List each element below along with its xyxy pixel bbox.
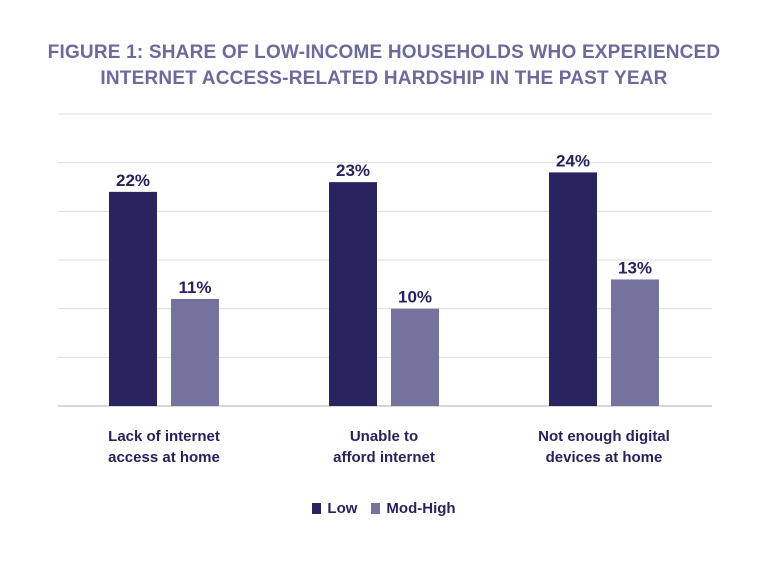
legend-label-low: Low bbox=[327, 500, 358, 517]
legend-item-low: Low bbox=[312, 500, 357, 517]
grid-lines bbox=[58, 113, 712, 407]
value-labels: 22% 11% 23% 10% 24% 13% bbox=[116, 151, 652, 306]
bar-not-enough-devices-mod-high bbox=[611, 279, 659, 406]
legend-swatch-mod-high bbox=[371, 503, 381, 514]
legend-swatch-low bbox=[312, 503, 322, 514]
category-labels: Lack of internet access at home Unable to a… bbox=[108, 428, 670, 466]
bars bbox=[109, 172, 659, 406]
chart-title-line-2: INTERNET ACCESS-RELATED HARDSHIP IN THE … bbox=[100, 68, 668, 89]
bar-not-enough-devices-low bbox=[549, 172, 597, 406]
category-label-not-enough-devices-line-1: Not enough digital bbox=[538, 428, 670, 445]
value-label-unable-to-afford-mod-high: 10% bbox=[398, 288, 432, 307]
category-label-unable-to-afford-line-1: Unable to bbox=[350, 428, 418, 445]
value-label-not-enough-devices-low: 24% bbox=[556, 151, 590, 170]
bar-lack-of-internet-mod-high bbox=[171, 298, 219, 406]
chart-title: FIGURE 1: SHARE OF LOW-INCOME HOUSEHOLDS… bbox=[0, 40, 768, 92]
value-label-unable-to-afford-low: 23% bbox=[336, 161, 370, 180]
value-label-lack-of-internet-mod-high: 11% bbox=[178, 278, 211, 297]
bar-lack-of-internet-low bbox=[109, 191, 157, 406]
legend-label-mod-high: Mod-High bbox=[386, 500, 456, 517]
value-label-lack-of-internet-low: 22% bbox=[116, 171, 150, 190]
chart-title-line-1: FIGURE 1: SHARE OF LOW-INCOME HOUSEHOLDS… bbox=[47, 42, 721, 63]
category-label-not-enough-devices-line-2: devices at home bbox=[546, 449, 663, 466]
value-label-not-enough-devices-mod-high: 13% bbox=[618, 258, 652, 277]
legend-item-mod-high: Mod-High bbox=[371, 500, 456, 517]
legend: Low Mod-High bbox=[0, 500, 768, 517]
category-label-lack-of-internet-line-2: access at home bbox=[108, 449, 220, 466]
bar-unable-to-afford-mod-high bbox=[391, 308, 439, 406]
bar-chart: 22% 11% 23% 10% 24% 13% Lack of internet acces… bbox=[58, 113, 712, 466]
category-label-unable-to-afford-line-2: afford internet bbox=[333, 449, 435, 466]
bar-unable-to-afford-low bbox=[329, 182, 377, 406]
category-label-lack-of-internet-line-1: Lack of internet bbox=[108, 428, 220, 445]
